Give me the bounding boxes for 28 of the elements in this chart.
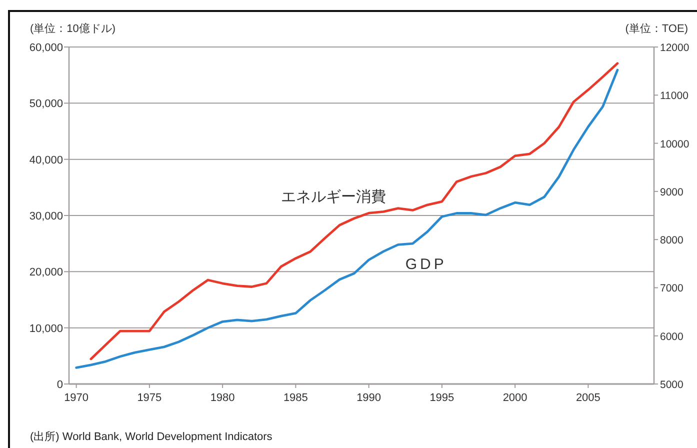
y2-tick-label: 7000 bbox=[660, 282, 684, 295]
y2label: (単位：TOE) bbox=[625, 23, 688, 35]
ylabel: (単位：10億ドル) bbox=[30, 23, 116, 35]
x-tick-label: 1980 bbox=[210, 392, 235, 404]
y2-tick-label: 11000 bbox=[660, 90, 689, 102]
y-tick-label: 20,000 bbox=[29, 266, 63, 279]
y-tick-label: 30,000 bbox=[29, 210, 63, 222]
y2-tick-label: 12000 bbox=[660, 42, 690, 54]
x-tick-label: 1990 bbox=[356, 392, 382, 404]
y-tick-label: 50,000 bbox=[29, 98, 63, 110]
series-name: エネルギー消費 bbox=[281, 188, 386, 206]
x-tick-label: 1985 bbox=[283, 392, 308, 404]
y2-tick-label: 9000 bbox=[660, 186, 684, 198]
x-tick-label: 1975 bbox=[137, 392, 162, 404]
x-tick-label: 2000 bbox=[502, 392, 528, 404]
annotation: (出所) World Bank, World Development Indicators bbox=[30, 431, 272, 443]
y-tick-label: 10,000 bbox=[29, 322, 63, 335]
y-tick-label: 0 bbox=[56, 379, 63, 391]
y-tick-label: 40,000 bbox=[29, 154, 63, 166]
series-name: GDP bbox=[405, 256, 447, 273]
y2-tick-label: 10000 bbox=[660, 138, 690, 150]
y2-tick-label: 6000 bbox=[660, 330, 684, 343]
x-tick-label: 2005 bbox=[576, 392, 600, 404]
x-tick-label: 1995 bbox=[430, 392, 454, 404]
y2-tick-label: 8000 bbox=[660, 234, 684, 247]
y2-tick-label: 5000 bbox=[660, 379, 684, 391]
x-tick-label: 1970 bbox=[64, 392, 89, 404]
y-tick-label: 60,000 bbox=[29, 42, 63, 54]
